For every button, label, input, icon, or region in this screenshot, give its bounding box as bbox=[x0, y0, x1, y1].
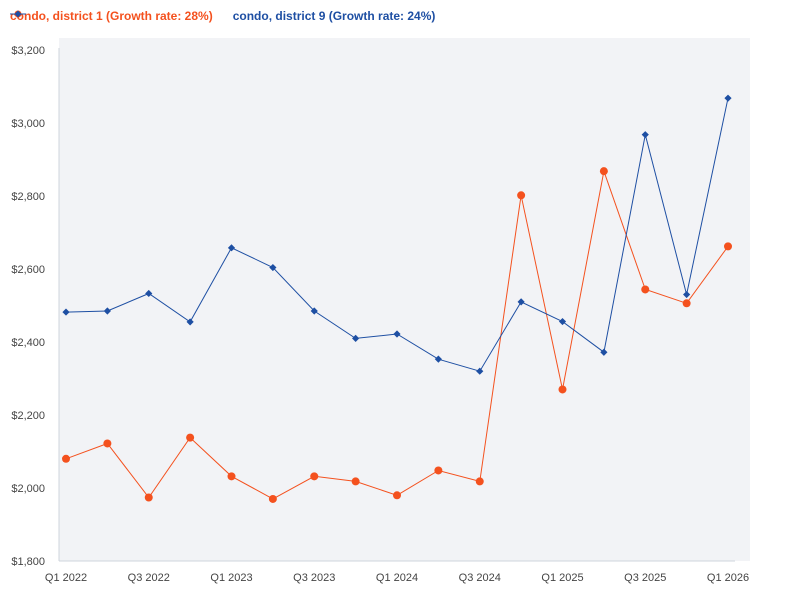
data-point bbox=[62, 454, 70, 463]
data-point bbox=[683, 290, 691, 299]
data-point bbox=[558, 317, 567, 326]
legend-label: condo, district 1 (Growth rate: 28%) bbox=[10, 9, 213, 23]
legend: condo, district 1 (Growth rate: 28%) cond… bbox=[10, 9, 435, 23]
data-point bbox=[393, 491, 401, 500]
data-point bbox=[310, 472, 319, 481]
x-tick-label: Q1 2022 bbox=[45, 572, 87, 584]
data-point bbox=[641, 285, 650, 294]
data-point bbox=[269, 263, 277, 272]
data-point bbox=[600, 348, 608, 356]
data-point bbox=[517, 191, 526, 200]
data-point bbox=[641, 131, 649, 139]
data-point bbox=[434, 466, 443, 475]
x-tick-label: Q3 2024 bbox=[459, 572, 501, 584]
data-point bbox=[103, 439, 112, 448]
y-tick-label: $2,800 bbox=[11, 191, 45, 203]
data-point bbox=[517, 298, 525, 306]
data-point bbox=[186, 318, 194, 326]
data-point bbox=[476, 367, 484, 375]
data-point bbox=[434, 355, 442, 363]
x-tick-label: Q3 2025 bbox=[624, 572, 666, 584]
data-point bbox=[227, 244, 236, 252]
data-point bbox=[310, 307, 318, 315]
data-point bbox=[475, 477, 484, 486]
data-point bbox=[599, 167, 608, 176]
x-tick-label: Q1 2024 bbox=[376, 572, 418, 584]
data-point bbox=[227, 472, 236, 481]
data-point bbox=[62, 308, 70, 316]
x-tick-label: Q3 2023 bbox=[293, 572, 335, 584]
plot-area bbox=[59, 38, 750, 561]
data-point bbox=[268, 494, 277, 503]
x-tick-label: Q1 2023 bbox=[210, 572, 252, 584]
legend-item-2[interactable]: condo, district 9 (Growth rate: 24%) bbox=[10, 9, 436, 23]
data-point bbox=[393, 330, 401, 338]
y-tick-label: $2,400 bbox=[11, 337, 45, 349]
y-tick-label: $1,800 bbox=[11, 556, 45, 568]
data-point bbox=[352, 334, 360, 342]
data-point bbox=[724, 242, 732, 251]
x-tick-label: Q1 2025 bbox=[541, 572, 583, 584]
y-tick-label: $2,200 bbox=[11, 410, 45, 422]
x-tick-label: Q3 2022 bbox=[128, 572, 170, 584]
y-tick-label: $3,000 bbox=[11, 118, 45, 130]
diamond-marker-icon bbox=[10, 10, 26, 18]
x-tick-label: Q1 2026 bbox=[707, 572, 749, 584]
data-point bbox=[145, 289, 153, 298]
data-point bbox=[682, 299, 691, 308]
data-point bbox=[103, 307, 111, 315]
data-point bbox=[186, 433, 195, 442]
y-tick-label: $3,200 bbox=[11, 45, 45, 57]
y-tick-label: $2,000 bbox=[11, 483, 45, 495]
data-point bbox=[558, 385, 567, 394]
data-point bbox=[351, 477, 360, 486]
legend-label: condo, district 9 (Growth rate: 24%) bbox=[232, 9, 436, 23]
y-tick-label: $2,600 bbox=[11, 264, 45, 276]
data-point bbox=[144, 493, 153, 502]
data-point bbox=[724, 94, 732, 102]
